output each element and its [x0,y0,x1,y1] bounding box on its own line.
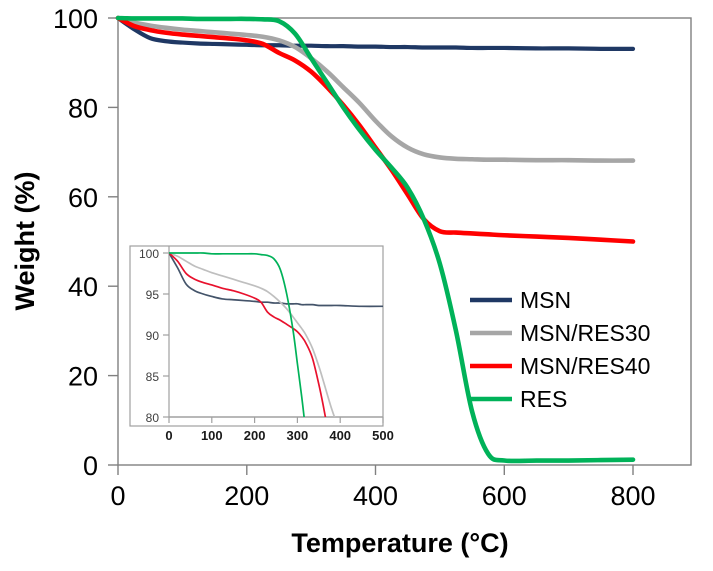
inset-y-label-85: 85 [146,370,160,384]
inset-curve-msn-res30 [169,252,336,417]
legend-label-msn-res30: MSN/RES30 [520,320,650,346]
inset-x-label-0: 0 [165,428,172,443]
x-tick-label-200: 200 [224,481,269,511]
y-tick-label-20: 20 [68,362,98,392]
inset-y-label-80: 80 [146,411,160,425]
y-tick-label-40: 40 [68,272,98,302]
curve-res [115,15,636,464]
inset-y-tick-labels: 100 95 90 85 80 [139,247,159,425]
plot-area-border [117,17,692,466]
chart-legend: MSN MSN/RES30 MSN/RES40 RES [470,287,650,412]
inset-plot-border [129,245,384,427]
x-axis-title: Temperature (°C) [291,528,508,558]
y-axis-title: Weight (%) [10,172,40,311]
inset-curve-group [169,252,383,417]
x-tick-label-600: 600 [482,481,527,511]
inset-y-label-100: 100 [139,247,159,261]
main-plot-frame [117,17,692,466]
inset-y-label-95: 95 [146,288,160,302]
x-tick-label-400: 400 [353,481,398,511]
curve-msn [115,15,636,51]
inset-x-label-100: 100 [201,428,223,443]
inset-x-tick-labels: 0 100 200 300 400 500 [165,428,393,443]
curve-msn-res30 [115,15,636,163]
inset-x-ticks [168,416,384,423]
inset-curve-msn-res40 [169,252,327,417]
y-tick-label-60: 60 [68,183,98,213]
legend-label-msn-res40: MSN/RES40 [520,353,650,379]
x-tick-label-800: 800 [610,481,655,511]
x-tick-label-0: 0 [110,481,125,511]
inset-x-label-200: 200 [244,428,266,443]
inset-y-label-90: 90 [146,329,160,343]
inset-curve-msn [169,252,383,308]
inset-x-label-400: 400 [329,428,351,443]
y-axis-tick-labels: 100 80 60 40 20 0 [53,4,98,481]
legend-label-msn: MSN [520,287,571,313]
legend-label-res: RES [520,386,567,412]
inset-y-ticks [163,246,170,418]
inset-x-label-300: 300 [287,428,309,443]
inset-curve-res [169,252,305,417]
inset-x-label-500: 500 [372,428,394,443]
y-tick-label-80: 80 [68,93,98,123]
x-axis-ticks [117,465,634,475]
main-curve-group [115,15,636,464]
inset-chart: 100 95 90 85 80 0 100 200 300 400 500 [129,245,394,443]
y-tick-label-100: 100 [53,4,98,34]
y-tick-label-0: 0 [83,451,98,481]
x-axis-tick-labels: 0 200 400 600 800 [110,481,655,511]
